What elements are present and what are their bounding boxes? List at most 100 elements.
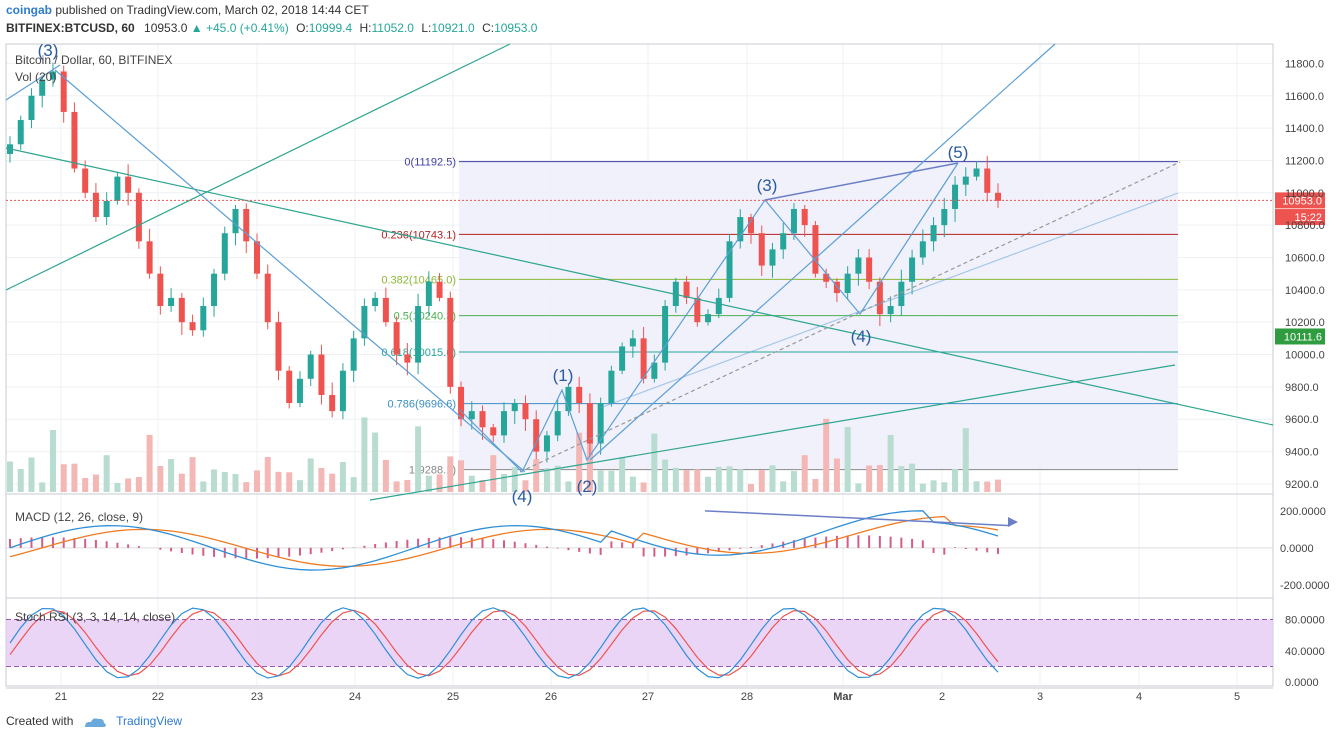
volume-bar [275, 471, 282, 492]
volume-bar [995, 479, 1001, 492]
price-tick-label: 11400.0 [1285, 123, 1324, 135]
volume-bar [286, 472, 293, 492]
candle-body [168, 297, 175, 307]
volume-bar [264, 456, 271, 492]
time-tick-label: 5 [1234, 691, 1240, 703]
volume-bar [114, 482, 121, 492]
price-tag-bg [1275, 192, 1325, 209]
publish-info: published on TradingView.com, March 02, … [55, 3, 369, 17]
footer: Created with TradingView [6, 712, 182, 730]
teal-descending-line [5, 147, 1274, 426]
volume-bar [92, 474, 99, 492]
price-tick-label: 9400.0 [1285, 447, 1319, 459]
time-tick-label: 27 [642, 691, 654, 703]
macd-legend: MACD (12, 26, close, 9) [15, 510, 143, 524]
candle-body [909, 257, 916, 282]
candle-body [823, 273, 830, 282]
candles [7, 62, 1001, 463]
volume-bar [339, 462, 346, 492]
legend: Bitcoin / Dollar, 60, BITFINEX Vol (20) … [15, 53, 175, 624]
volume-bar [672, 467, 679, 492]
volume-bar [382, 459, 389, 492]
price-tick-label: 9800.0 [1285, 382, 1319, 394]
volume-bar [415, 426, 422, 492]
low-value: 10921.0 [431, 21, 475, 35]
volume-bar [157, 466, 164, 492]
candle-body [801, 208, 808, 226]
volume-bar [372, 432, 379, 492]
candle-body [393, 322, 400, 355]
volume-bar [307, 458, 314, 492]
wave-label: (3) [38, 41, 59, 60]
volume-bar [200, 481, 207, 492]
candle-body [82, 168, 89, 193]
teal-upper-channel [5, 43, 511, 291]
price-tick-label: 11000.0 [1285, 188, 1324, 200]
price-tag-bg [1275, 209, 1325, 226]
candle-body [919, 241, 926, 258]
blue-descending-diagonal [54, 69, 526, 473]
volume-bar [189, 457, 196, 492]
candle-body [135, 192, 142, 242]
author-name[interactable]: coingab [6, 3, 53, 17]
candle-body [458, 386, 465, 420]
candle-body [361, 306, 368, 339]
volume-bar [60, 464, 67, 492]
volume-bar [919, 483, 926, 492]
candle-body [501, 411, 507, 436]
volume-bar [909, 463, 916, 492]
volume-bar [39, 482, 46, 492]
candle-body [415, 306, 422, 363]
volume-bar [458, 460, 465, 492]
volume-legend: Vol (20) [15, 70, 56, 84]
publish-header: coingab published on TradingView.com, Ma… [6, 1, 1342, 19]
candle-body [576, 386, 583, 404]
volume-bar [565, 481, 572, 492]
candle-body [705, 314, 712, 323]
volume-bar [479, 480, 486, 492]
time-tick-label: 26 [545, 691, 557, 703]
candle-body [436, 281, 443, 298]
elliott-wave-path [459, 162, 959, 474]
candle-body [748, 217, 754, 234]
volume-bar [790, 471, 797, 492]
wave-label: (4) [512, 487, 533, 506]
candle-body [125, 176, 132, 193]
volume-bar [898, 466, 905, 492]
volume-bar [393, 481, 400, 492]
volume-bar [243, 482, 250, 492]
candle-body [769, 249, 776, 266]
axes: 11800.0 11600.0 11400.0 11200.0 11000.0 10800… [55, 58, 1330, 703]
candle-body [973, 168, 980, 177]
trend-lines[interactable]: 10953.0 15:22 10111.6 [5, 43, 1325, 501]
candle-body [232, 208, 239, 234]
candle-body [737, 217, 744, 242]
tradingview-link[interactable]: TradingView [116, 714, 183, 728]
candle-body [662, 306, 669, 363]
volume-bar [930, 480, 937, 492]
wave-label: (3) [757, 176, 778, 195]
candle-body [447, 297, 454, 387]
candle-body [200, 306, 207, 331]
macd-signal-line [9, 515, 999, 568]
candle-body [930, 225, 937, 242]
fib-retracement[interactable]: 0(11192.5) 0.236(10743.1) 0.382(10465.0) 0.… [381, 157, 1178, 477]
volume-bar [543, 468, 550, 492]
volume-bar [876, 465, 883, 492]
volume-bar [254, 470, 260, 492]
price-tick-label: 10000.0 [1285, 350, 1325, 362]
volume-bar [404, 479, 411, 492]
candle-body [876, 281, 883, 315]
fib-label: 0.786(9696.6) [388, 399, 457, 411]
candle-body [554, 411, 561, 436]
candle-body [307, 354, 314, 379]
candle-body [855, 257, 862, 274]
chart-area[interactable]: 0(11192.5) 0.236(10743.1) 0.382(10465.0) 0.… [0, 40, 1342, 712]
candle-body [715, 297, 722, 315]
volume-bar [640, 482, 647, 492]
volume-bar [705, 476, 712, 492]
candle-body [92, 192, 99, 218]
candle-body [522, 403, 529, 420]
volume-bar [125, 478, 132, 492]
volume-bar [28, 457, 35, 492]
